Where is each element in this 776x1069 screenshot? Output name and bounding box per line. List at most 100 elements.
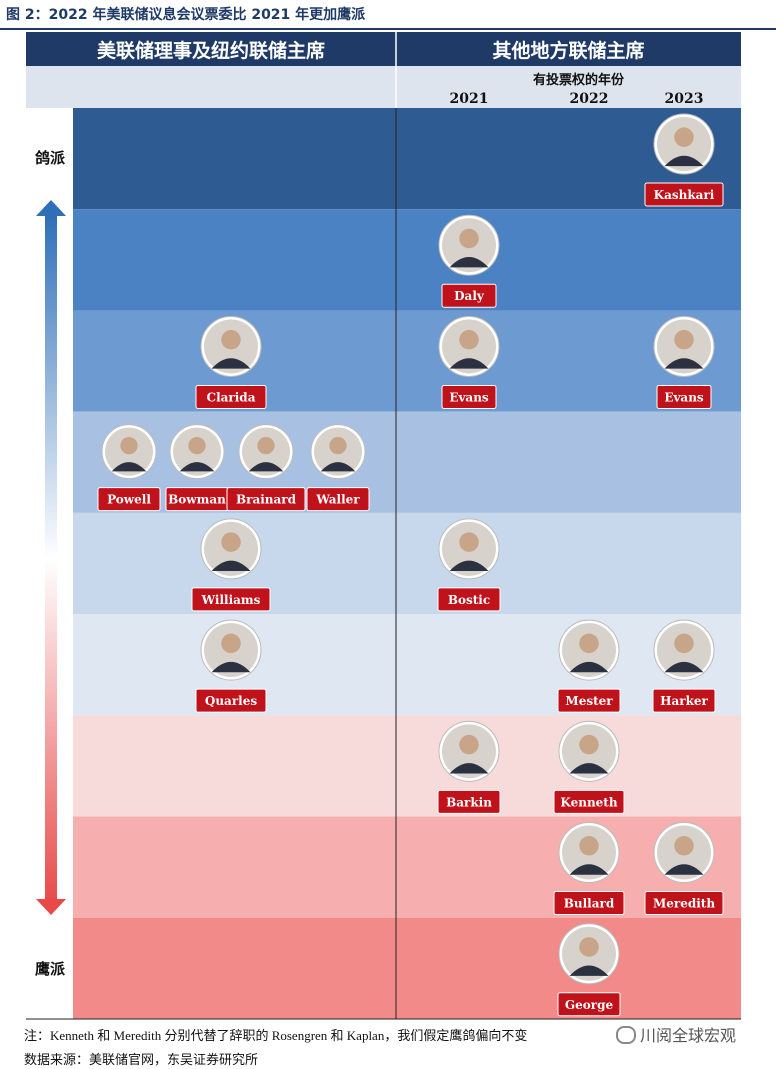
portrait-head [459,329,479,350]
voting-year-label: 有投票权的年份 [533,72,625,88]
member-clarida: Clarida [195,315,267,409]
name-label-box [226,487,306,512]
portrait-body [664,864,704,875]
member-bullard: Bullard [553,822,625,916]
tier-band-6 [73,614,741,716]
name-label: Bullard [564,897,615,911]
tier-band-9 [73,917,741,1019]
portrait-body [569,763,609,774]
tier-band-3 [73,310,741,412]
member-mester: Mester [557,619,621,713]
member-powell: Powell [97,424,161,512]
name-label: Daly [454,289,485,303]
name-label-box [553,789,625,814]
axis-arrow-head-bottom [36,899,66,915]
footnote: 注：Kenneth 和 Meredith 分别代替了辞职的 Rosengren … [24,1028,528,1043]
name-label-box [652,688,716,713]
portrait-head [459,228,479,249]
name-label: Bostic [448,593,490,607]
name-label: Evans [449,390,489,404]
portrait-head [579,633,599,654]
name-label: Kashkari [654,188,715,202]
member-kenneth: Kenneth [553,720,625,814]
portrait-body [211,358,251,369]
member-meredith: Meredith [644,822,724,916]
subheader-bar [26,66,741,108]
portrait-head [674,633,694,654]
portrait-head [221,329,241,350]
portrait-body [664,661,704,673]
name-label: Meredith [653,897,715,911]
portrait-body [111,462,147,472]
member-quarles: Quarles [195,619,267,713]
name-label: Kenneth [560,795,617,809]
name-label: George [565,998,614,1012]
header-board: 美联储理事及纽约联储主席 [97,39,325,62]
portrait-head [674,127,694,147]
header-regional: 其他地方联储主席 [492,39,644,62]
portrait-body [664,358,704,369]
portrait-body [569,661,609,673]
tier-band-2 [73,209,741,311]
name-label-box [437,789,501,814]
name-label-box [441,283,497,308]
title-rule [0,28,776,30]
portrait-body [664,155,704,167]
portrait-head [459,734,479,755]
chat-bubble-icon [616,1026,636,1044]
portrait-head [221,633,241,654]
watermark-text: 川阅全球宏观 [640,1026,737,1045]
portrait-head [120,437,138,455]
year-2022: 2022 [570,91,609,107]
portrait-body [449,763,489,774]
header-bar [26,32,741,66]
tier-band-7 [73,715,741,817]
member-kashkari: Kashkari [644,113,724,207]
tier-band-5 [73,512,741,615]
portrait-head [459,532,479,552]
name-label-box [553,891,625,916]
year-2021: 2021 [450,91,489,107]
portrait-body [211,560,251,572]
axis-label-hawk: 鹰派 [35,960,66,978]
name-label-box [644,182,724,207]
name-label-box [557,992,621,1017]
portrait-head [579,734,599,755]
axis-label-dove: 鸽派 [35,149,66,167]
member-harker: Harker [652,619,716,713]
member-daly: Daly [438,214,500,308]
member-williams: Williams [191,518,271,612]
portrait-body [569,864,609,875]
member-bostic: Bostic [437,518,501,612]
member-evans: Evans [438,315,500,409]
portrait-body [248,462,284,472]
portrait-head [257,437,275,455]
member-barkin: Barkin [437,720,501,814]
portrait-body [179,462,215,472]
name-label-box [306,487,370,512]
portrait-body [449,256,489,268]
portrait-body [449,560,489,572]
portrait-head [674,836,694,856]
name-label: Quarles [205,694,257,708]
name-label: Bowman [168,493,226,507]
member-evans: Evans [653,315,715,409]
name-label-box [195,688,267,713]
axis-arrow-shaft [45,214,57,904]
name-label: Powell [107,493,151,507]
portrait-head [674,329,694,350]
portrait-body [449,358,489,369]
portrait-head [329,437,347,455]
name-label-box [441,384,497,409]
tier-band-8 [73,816,741,918]
name-label: Barkin [446,795,492,809]
portrait-head [579,836,599,856]
name-label: Harker [660,694,708,708]
portrait-body [211,661,251,673]
member-george: George [557,923,621,1017]
tier-band-1 [73,108,741,210]
member-waller: Waller [306,424,370,512]
portrait-head [221,532,241,552]
name-label-box [656,384,712,409]
